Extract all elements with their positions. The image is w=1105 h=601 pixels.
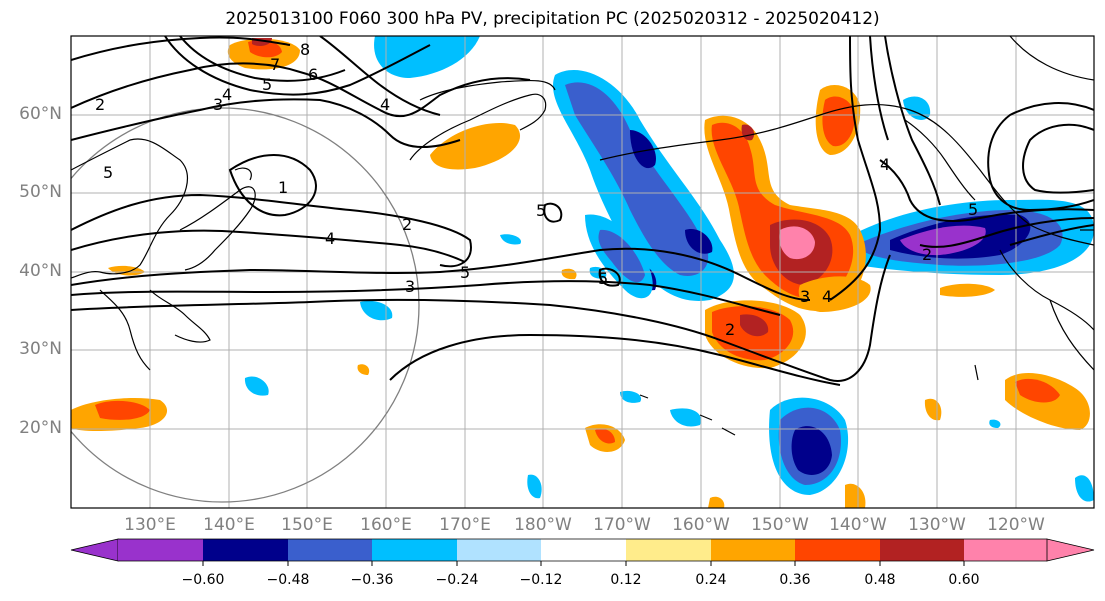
colorbar-segment	[118, 539, 203, 561]
lat-label: 20°N	[19, 418, 62, 438]
lon-label: 120°W	[987, 515, 1045, 535]
lon-label: 150°E	[281, 515, 333, 535]
colorbar-segment	[372, 539, 457, 561]
lat-label: 50°N	[19, 182, 62, 202]
colorbar-tick-label: 0.48	[864, 572, 896, 588]
colorbar-segment	[964, 539, 1047, 561]
colorbar-tick-label: −0.12	[519, 572, 563, 588]
lon-label: 180°W	[514, 515, 572, 535]
lon-label: 170°E	[439, 515, 491, 535]
contour-label: 4	[222, 85, 232, 104]
contour-label: 5	[598, 269, 608, 288]
contour-label: 4	[325, 229, 335, 248]
contour-label: 1	[278, 178, 288, 197]
colorbar-tick-label: 0.12	[610, 572, 642, 588]
lat-label: 40°N	[19, 261, 62, 281]
colorbar	[70, 538, 1095, 566]
lon-label: 160°E	[360, 515, 412, 535]
colorbar-segment	[541, 539, 626, 561]
colorbar-tick-label: −0.48	[266, 572, 310, 588]
contour-label: 2	[922, 245, 932, 264]
lat-label: 30°N	[19, 339, 62, 359]
lon-label: 150°W	[751, 515, 809, 535]
map-title: 2025013100 F060 300 hPa PV, precipitatio…	[225, 9, 880, 29]
contour-label: 5	[968, 200, 978, 219]
colorbar-tick-label: −0.60	[181, 572, 225, 588]
contour-label: 4	[380, 95, 390, 114]
map-frame	[70, 35, 1095, 509]
contour-label: 8	[300, 40, 310, 59]
colorbar-segment	[880, 539, 964, 561]
lat-label: 60°N	[19, 104, 62, 124]
pv-contours	[71, 36, 1094, 386]
contour-label: 6	[308, 65, 318, 84]
colorbar-tick-label: 0.36	[779, 572, 811, 588]
colorbar-tick-label: 0.24	[695, 572, 727, 588]
colorbar-tick-label: 0.60	[948, 572, 980, 588]
colorbar-segment	[203, 539, 288, 561]
colorbar-segment	[795, 539, 880, 561]
colorbar-segment	[288, 539, 372, 561]
contour-label: 5	[536, 201, 546, 220]
contour-label: 2	[95, 95, 105, 114]
colorbar-segment	[457, 539, 541, 561]
precip-positive-shading	[71, 38, 1090, 508]
colorbar-tick-label: −0.36	[350, 572, 394, 588]
colorbar-tick-label: −0.24	[435, 572, 479, 588]
contour-label: 5	[103, 163, 113, 182]
range-circle	[71, 107, 420, 503]
lon-label: 140°E	[203, 515, 255, 535]
contour-label: 2	[725, 320, 735, 339]
contour-label: 5	[460, 263, 470, 282]
lon-label: 170°W	[593, 515, 651, 535]
colorbar-extend-left	[70, 538, 119, 562]
colorbar-segment	[711, 539, 795, 561]
graticule	[71, 36, 1094, 508]
contour-label: 3	[405, 277, 415, 296]
colorbar-extend-right	[1046, 538, 1095, 562]
lon-label: 160°W	[672, 515, 730, 535]
contour-label: 7	[270, 55, 280, 74]
contour-label: 4	[822, 287, 832, 306]
lon-label: 130°E	[124, 515, 176, 535]
contour-label: 2	[402, 215, 412, 234]
contour-labels: 8 7 6 5 4 3 2 5 1 2 4 3 5 4 5 5 4 3 2 4 …	[95, 40, 978, 339]
contour-label: 3	[213, 95, 223, 114]
lon-label: 130°W	[908, 515, 966, 535]
contour-label: 3	[800, 287, 810, 306]
contour-label: 5	[262, 75, 272, 94]
lon-label: 140°W	[829, 515, 887, 535]
contour-label: 4	[880, 155, 890, 174]
colorbar-segment	[626, 539, 711, 561]
